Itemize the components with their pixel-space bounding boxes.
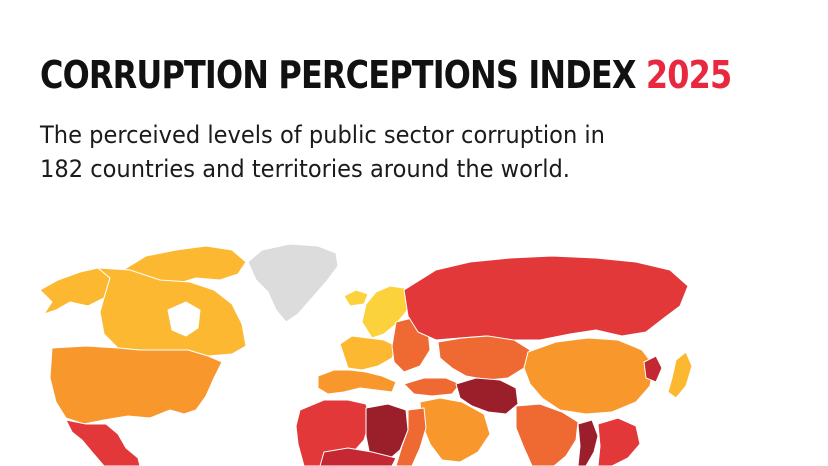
region-libya bbox=[365, 403, 409, 463]
region-china bbox=[523, 337, 655, 415]
region-alaska bbox=[39, 267, 111, 315]
region-russia bbox=[403, 255, 689, 341]
region-usa bbox=[49, 345, 223, 425]
region-southeast-asia bbox=[597, 417, 641, 466]
region-central-asia bbox=[437, 335, 531, 381]
region-southern-europe bbox=[317, 369, 397, 395]
page-subtitle: The perceived levels of public sector co… bbox=[40, 118, 605, 186]
hudson-bay bbox=[167, 301, 201, 337]
subtitle-line-2: 182 countries and territories around the… bbox=[40, 155, 570, 183]
title-text: CORRUPTION PERCEPTIONS INDEX bbox=[40, 53, 636, 97]
region-iran-afghanistan bbox=[455, 377, 519, 415]
region-korea bbox=[643, 355, 663, 383]
subtitle-line-1: The perceived levels of public sector co… bbox=[40, 121, 605, 149]
region-south-asia bbox=[515, 403, 579, 466]
world-map bbox=[39, 243, 693, 466]
region-turkey bbox=[403, 377, 461, 397]
region-mexico bbox=[65, 419, 141, 466]
region-sahel bbox=[319, 447, 397, 466]
page-title: CORRUPTION PERCEPTIONS INDEX 2025 bbox=[40, 52, 732, 98]
region-japan bbox=[667, 351, 693, 399]
region-greenland bbox=[247, 243, 339, 323]
region-iceland bbox=[343, 289, 369, 307]
region-egypt bbox=[395, 407, 427, 466]
region-myanmar bbox=[577, 419, 599, 466]
region-western-europe bbox=[339, 335, 397, 371]
region-arabia bbox=[419, 397, 491, 463]
title-year: 2025 bbox=[645, 53, 732, 97]
